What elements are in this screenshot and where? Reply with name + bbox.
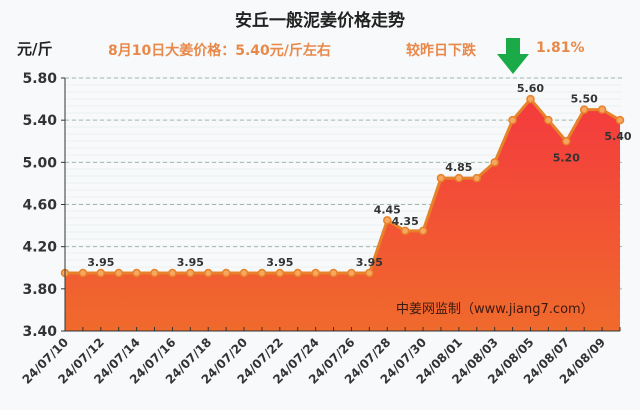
data-point (203, 268, 213, 278)
data-point (114, 268, 123, 278)
arrow-down-icon (497, 38, 529, 78)
data-point (383, 216, 392, 225)
data-label: 4.35 (392, 215, 419, 228)
data-label: 3.95 (356, 256, 383, 269)
data-point (347, 268, 356, 278)
change-note: 较昨日下跌 (406, 43, 476, 59)
data-label: 3.95 (87, 256, 114, 269)
data-point (168, 268, 177, 278)
data-point (96, 268, 106, 278)
data-point (132, 268, 141, 278)
data-label: 3.95 (266, 256, 293, 269)
price-note: 8月10日大姜价格：5.40元/斤左右 (108, 43, 331, 59)
data-label: 4.85 (445, 161, 472, 174)
data-point (544, 115, 553, 125)
data-point (615, 115, 625, 125)
data-point (454, 173, 464, 183)
data-point (186, 268, 195, 278)
data-point (400, 226, 410, 236)
data-point (526, 94, 535, 104)
data-point (436, 173, 446, 183)
y-tick-label: 3.80 (22, 282, 57, 298)
data-point (490, 158, 499, 167)
y-tick-label: 4.20 (22, 240, 57, 256)
watermark: 中姜网监制（www.jiang7.com） (396, 302, 594, 317)
data-point (293, 268, 302, 278)
data-label: 5.50 (571, 93, 598, 106)
data-label: 5.20 (553, 151, 580, 164)
axes (64, 78, 621, 332)
y-tick-label: 4.60 (22, 198, 57, 214)
data-label: 5.40 (604, 130, 631, 143)
data-point (579, 105, 589, 114)
data-point (562, 137, 571, 146)
y-tick-label: 5.80 (22, 71, 57, 87)
data-point (472, 173, 482, 183)
data-markers (60, 94, 625, 278)
data-label: 5.60 (517, 82, 544, 95)
change-percent: 1.81% (536, 40, 585, 56)
x-axis: 24/07/1024/07/1224/07/1424/07/1624/07/18… (20, 335, 609, 387)
data-point (150, 268, 159, 278)
chart-title: 安丘一般泥姜价格走势 (235, 11, 405, 31)
data-point (597, 105, 607, 114)
y-axis-unit: 元/斤 (17, 40, 53, 58)
y-tick-label: 5.40 (22, 113, 57, 129)
data-labels: 3.95 3.95 3.95 3.95 4.454.35 4.85 5.60 5.20 5.50… (87, 82, 632, 269)
y-tick-label: 3.40 (22, 324, 57, 340)
data-point (239, 268, 249, 278)
data-point (78, 268, 88, 278)
data-point (329, 268, 338, 278)
data-label: 3.95 (177, 256, 204, 269)
data-point (275, 268, 285, 278)
data-point (221, 268, 231, 278)
y-axis: 3.40 3.80 4.20 4.60 5.00 5.40 5.80 (22, 71, 65, 340)
data-point (365, 268, 374, 278)
y-tick-label: 5.00 (22, 155, 57, 171)
data-point (257, 268, 267, 278)
data-label: 4.45 (374, 203, 401, 216)
data-point (508, 115, 517, 125)
data-point (418, 226, 428, 236)
data-point (311, 268, 320, 278)
